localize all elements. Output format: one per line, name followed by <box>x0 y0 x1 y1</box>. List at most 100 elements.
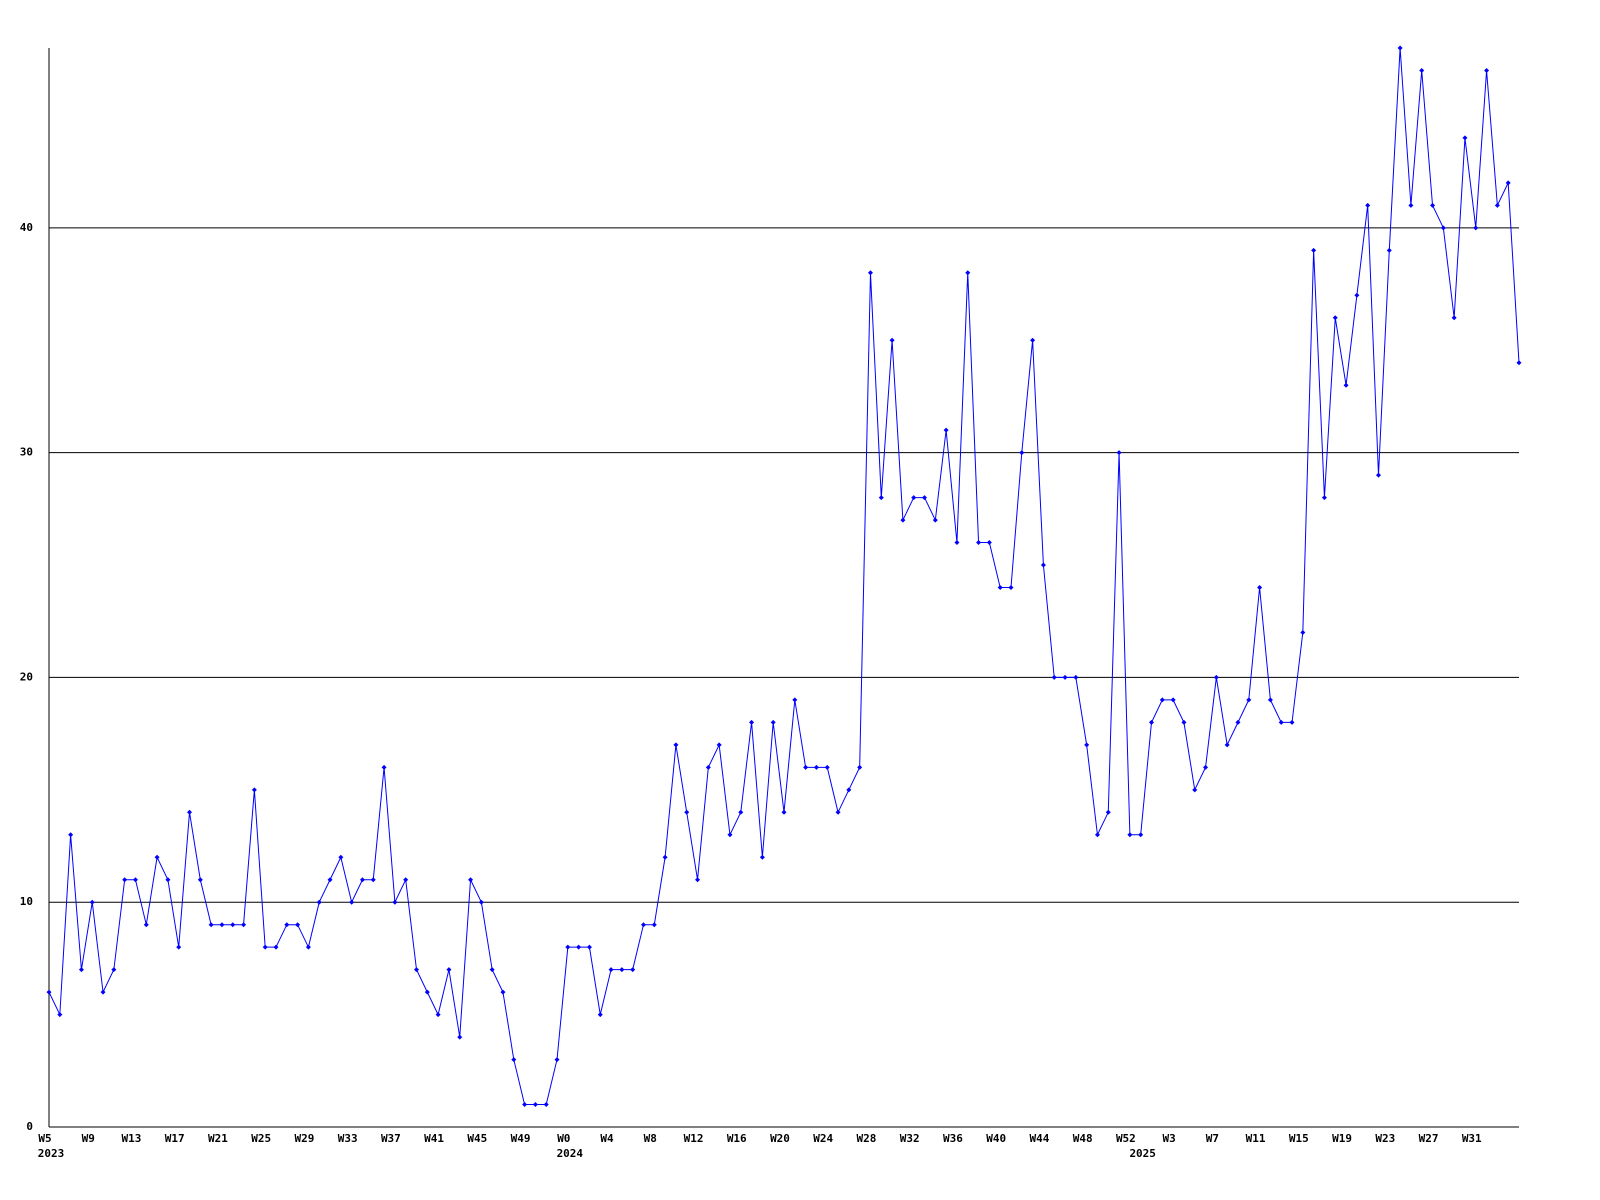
point-marker <box>911 495 917 501</box>
x-tick-label: W21 <box>208 1132 228 1145</box>
point-marker <box>219 922 225 928</box>
point-marker <box>932 517 938 523</box>
point-marker <box>468 877 474 883</box>
point-marker <box>684 809 690 815</box>
point-marker <box>1408 202 1414 208</box>
point-marker <box>478 899 484 905</box>
point-marker <box>705 764 711 770</box>
x-tick-label: W8 <box>644 1132 657 1145</box>
point-marker <box>1516 360 1522 366</box>
point-marker <box>1203 764 1209 770</box>
x-tick-label: W49 <box>511 1132 531 1145</box>
point-marker <box>943 427 949 433</box>
y-tick-label: 10 <box>20 895 33 908</box>
point-marker <box>1224 742 1230 748</box>
point-marker <box>1397 45 1403 51</box>
point-marker <box>489 967 495 973</box>
point-marker <box>1505 180 1511 186</box>
x-tick-label: W5 <box>38 1132 51 1145</box>
x-year-label: 2024 <box>557 1147 584 1160</box>
point-marker <box>1300 629 1306 635</box>
point-marker <box>1116 450 1122 456</box>
x-tick-label: W52 <box>1116 1132 1136 1145</box>
point-marker <box>759 854 765 860</box>
point-marker <box>1008 585 1014 590</box>
point-marker <box>1386 247 1392 253</box>
x-tick-label: W9 <box>82 1132 95 1145</box>
point-marker <box>1084 742 1090 748</box>
point-marker <box>813 764 819 770</box>
point-marker <box>976 540 982 546</box>
point-marker <box>1289 719 1295 725</box>
y-tick-label: 30 <box>20 446 33 459</box>
point-marker <box>532 1102 538 1108</box>
point-marker <box>1170 697 1176 703</box>
x-tick-label: W45 <box>467 1132 487 1145</box>
point-marker <box>1494 202 1500 208</box>
point-marker <box>1073 674 1079 680</box>
x-tick-label: W19 <box>1332 1132 1352 1145</box>
x-tick-label: W23 <box>1375 1132 1395 1145</box>
point-marker <box>165 877 171 883</box>
point-marker <box>241 922 247 928</box>
point-marker <box>208 922 214 928</box>
point-marker <box>1105 809 1111 815</box>
point-marker <box>900 517 906 523</box>
x-tick-label: W33 <box>338 1132 358 1145</box>
point-marker <box>284 922 290 928</box>
point-marker <box>273 944 279 950</box>
point-marker <box>154 854 160 860</box>
point-marker <box>878 495 884 501</box>
x-tick-label: W3 <box>1162 1132 1175 1145</box>
point-marker <box>1094 832 1100 838</box>
point-marker <box>435 1012 441 1018</box>
point-marker <box>965 270 971 276</box>
point-marker <box>511 1057 517 1063</box>
point-marker <box>824 764 830 770</box>
x-tick-label: W41 <box>424 1132 444 1145</box>
point-marker <box>716 742 722 748</box>
point-marker <box>1181 719 1187 725</box>
point-marker <box>46 989 52 995</box>
point-marker <box>630 967 636 973</box>
x-tick-label: W11 <box>1246 1132 1266 1145</box>
point-marker <box>986 540 992 546</box>
point-marker <box>781 809 787 815</box>
point-marker <box>597 1012 603 1018</box>
point-marker <box>846 787 852 793</box>
y-tick-label: 0 <box>26 1120 33 1133</box>
point-marker <box>1484 67 1490 73</box>
point-marker <box>770 719 776 725</box>
point-marker <box>414 967 419 973</box>
x-tick-label: W31 <box>1462 1132 1482 1145</box>
point-marker <box>349 899 355 905</box>
point-marker <box>1375 472 1381 478</box>
point-marker <box>251 787 257 793</box>
point-marker <box>132 877 138 883</box>
point-marker <box>111 967 117 973</box>
point-marker <box>1040 562 1046 568</box>
point-marker <box>922 495 928 501</box>
point-marker <box>122 877 128 883</box>
point-marker <box>305 944 311 950</box>
point-marker <box>651 922 657 928</box>
point-marker <box>262 944 268 950</box>
y-tick-label: 40 <box>20 221 33 234</box>
x-tick-label: W32 <box>900 1132 920 1145</box>
point-marker <box>500 989 506 995</box>
point-marker <box>1278 719 1284 725</box>
point-marker <box>1473 225 1479 231</box>
point-marker <box>803 764 809 770</box>
point-marker <box>695 877 701 883</box>
point-marker <box>738 809 744 815</box>
point-marker <box>1430 202 1436 208</box>
point-marker <box>1343 382 1349 388</box>
x-year-label: 2023 <box>38 1147 65 1160</box>
point-marker <box>1419 67 1425 73</box>
x-tick-label: W24 <box>813 1132 833 1145</box>
point-marker <box>1267 697 1273 703</box>
point-marker <box>1138 832 1144 838</box>
point-marker <box>1159 697 1165 703</box>
point-marker <box>1440 225 1446 231</box>
